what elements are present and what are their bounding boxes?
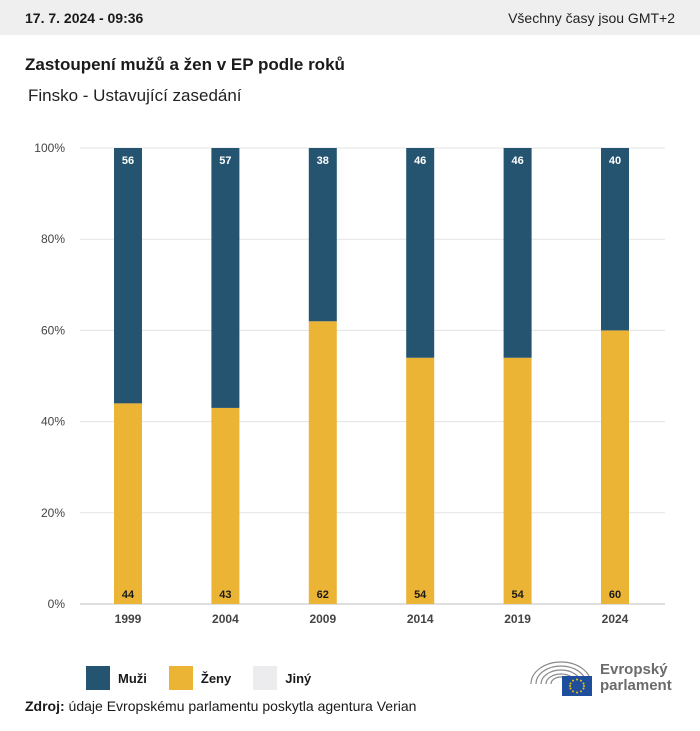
logo-line-2: parlament — [600, 677, 672, 694]
y-tick-label: 60% — [41, 323, 65, 337]
legend-label-other: Jiný — [285, 670, 312, 686]
data-label-men: 46 — [511, 155, 523, 167]
legend-item-other: Jiný — [253, 666, 311, 690]
bar-women — [503, 357, 532, 604]
logo-line-1: Evropský — [600, 661, 668, 678]
legend-swatch-men — [86, 666, 110, 690]
legend-swatch-other — [253, 666, 278, 690]
y-tick-label: 100% — [34, 141, 65, 155]
bar-men — [406, 148, 435, 358]
data-label-men: 46 — [414, 155, 426, 167]
data-label-women: 54 — [414, 589, 427, 601]
x-tick-label: 2009 — [309, 612, 336, 626]
bar-women — [308, 321, 337, 604]
bar-women — [601, 330, 629, 604]
timezone-note: Všechny časy jsou GMT+2 — [508, 9, 675, 26]
chart-subtitle: Finsko - Ustavující zasedání — [28, 86, 242, 105]
bar-women — [114, 403, 142, 604]
source-text: údaje Evropskému parlamentu poskytla age… — [68, 698, 417, 714]
timestamp: 17. 7. 2024 - 09:36 — [25, 9, 144, 26]
bar-women — [406, 357, 435, 604]
parliament-hemicycle-icon — [530, 661, 592, 696]
bar-men — [114, 148, 142, 404]
top-bar: 17. 7. 2024 - 09:36 Všechny časy jsou GM… — [0, 0, 700, 35]
x-tick-label: 2019 — [504, 612, 531, 626]
bar-women — [211, 407, 240, 604]
data-label-women: 54 — [511, 589, 524, 601]
legend: Muži Ženy Jiný — [86, 666, 311, 690]
data-label-men: 40 — [609, 155, 621, 167]
data-label-women: 60 — [609, 589, 621, 601]
data-label-men: 38 — [317, 155, 329, 167]
logo-text: Evropský parlament — [600, 662, 672, 694]
bar-men — [211, 148, 240, 408]
legend-item-women: Ženy — [168, 666, 232, 690]
data-label-women: 62 — [317, 589, 329, 601]
x-tick-label: 2014 — [407, 612, 434, 626]
y-tick-label: 80% — [41, 232, 65, 246]
data-label-men: 57 — [219, 155, 231, 167]
legend-label-women: Ženy — [200, 670, 232, 686]
y-tick-label: 20% — [41, 506, 65, 520]
source-label: Zdroj: — [25, 698, 65, 714]
bar-men — [503, 148, 532, 358]
ep-logo: Evropský parlament — [528, 658, 672, 698]
x-tick-label: 1999 — [115, 612, 142, 626]
y-tick-label: 40% — [41, 415, 65, 429]
data-label-men: 56 — [122, 155, 134, 167]
source-note: Zdroj: údaje Evropskému parlamentu posky… — [25, 698, 416, 714]
bar-men — [601, 148, 629, 331]
legend-label-men: Muži — [118, 670, 147, 686]
data-label-women: 43 — [219, 589, 231, 601]
legend-swatch-women — [168, 666, 193, 690]
data-label-women: 44 — [122, 589, 135, 601]
x-tick-label: 2004 — [212, 612, 239, 626]
stacked-bar-chart: 0% 20% 40% 60% 80% 100% 44 56 1999 43 57 2004 62 38 20… — [34, 141, 665, 626]
bar-men — [308, 148, 337, 322]
x-tick-label: 2024 — [602, 612, 629, 626]
legend-item-men: Muži — [86, 666, 147, 690]
chart-title: Zastoupení mužů a žen v EP podle roků — [25, 55, 345, 74]
y-tick-label: 0% — [48, 597, 66, 611]
